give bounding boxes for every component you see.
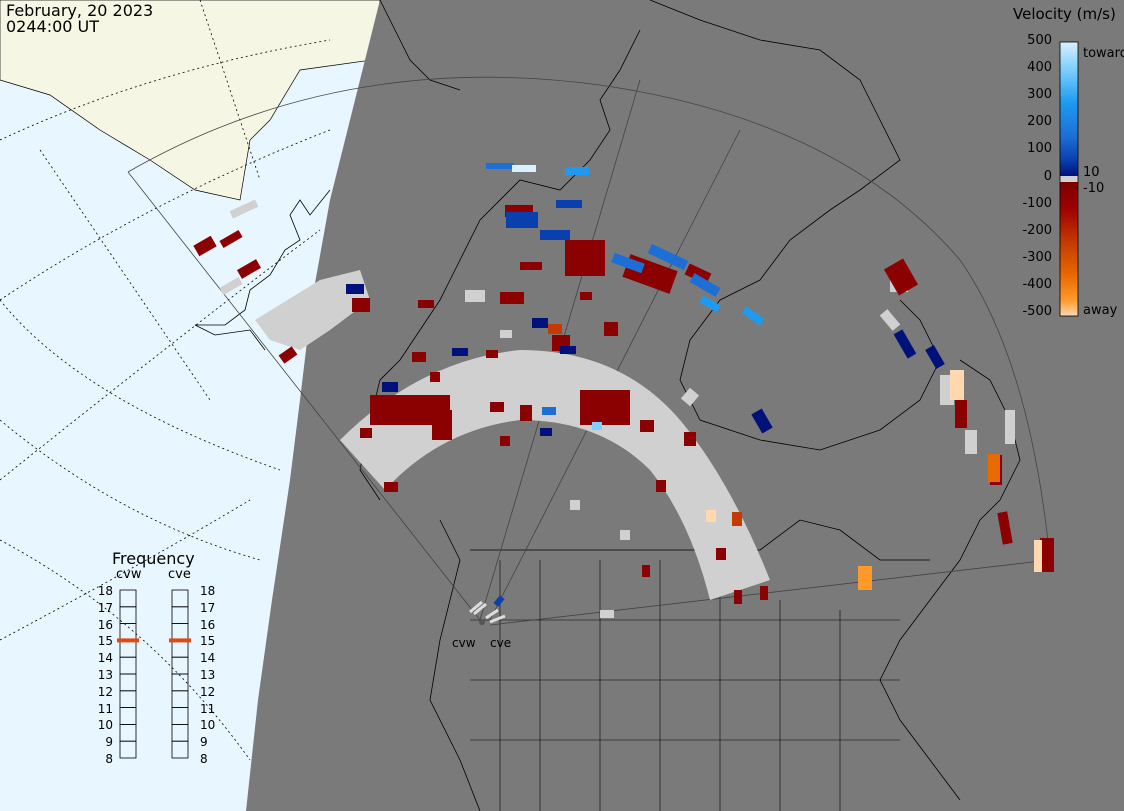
freq-tick-label: 13	[200, 668, 216, 682]
freq-cell	[119, 690, 137, 709]
geographic-grid	[0, 0, 331, 761]
freq-cell	[171, 740, 189, 759]
freq-radar-cvw: cvw	[116, 567, 142, 582]
plus10-label: 10	[1083, 165, 1100, 180]
freq-cell	[119, 723, 137, 742]
freq-tick-label: 17	[97, 600, 113, 615]
toward-label: toward	[1083, 46, 1124, 61]
freq-tick-label: 8	[200, 752, 208, 766]
freq-cell	[119, 589, 137, 608]
freq-cell	[119, 673, 137, 692]
velocity-tick-label: 300	[1027, 87, 1052, 103]
date-label: February, 20 2023	[6, 1, 154, 20]
freq-tick-label: 18	[200, 584, 216, 598]
velocity-tick-label: 400	[1027, 60, 1052, 76]
frequency-legend-title: Frequency	[112, 549, 195, 568]
freq-cell	[171, 623, 189, 641]
velocity-tick-label: -200	[1022, 222, 1052, 238]
freq-cell	[171, 656, 189, 675]
freq-cell	[171, 589, 189, 608]
velocity-tick-label: 500	[1027, 33, 1052, 48]
freq-tick-label: 15	[200, 634, 216, 649]
minus10-label: -10	[1083, 181, 1105, 196]
freq-tick-label: 15	[97, 634, 113, 649]
scatter-away-high	[548, 324, 1042, 590]
freq-cell	[119, 640, 137, 658]
freq-tick-label: 10	[200, 718, 216, 733]
freq-tick-label: 16	[97, 617, 113, 632]
freq-tick-label: 9	[200, 735, 208, 750]
freq-marker	[117, 638, 139, 643]
freq-cell	[119, 656, 137, 675]
freq-tick-label: 11	[200, 701, 216, 716]
radar-sites	[469, 600, 506, 625]
time-label: 0244:00 UT	[6, 17, 100, 36]
away-label: away	[1083, 303, 1118, 318]
freq-cell	[119, 606, 137, 624]
freq-cell	[119, 740, 137, 759]
freq-tick-label: 14	[97, 651, 113, 666]
velocity-tick-label: -300	[1022, 249, 1052, 265]
nightside-shading	[246, 0, 1124, 811]
freq-tick-label: 9	[105, 735, 113, 750]
freq-cell	[171, 707, 189, 725]
velocity-legend-title: Velocity (m/s)	[1013, 5, 1116, 23]
freq-marker	[169, 638, 191, 643]
velocity-tick-label: 100	[1027, 141, 1052, 157]
velocity-tick-label: -500	[1022, 304, 1052, 319]
site-label-cvw: cvw	[452, 636, 476, 650]
freq-cell	[119, 623, 137, 641]
freq-tick-label: 8	[105, 752, 113, 766]
scatter-toward	[346, 163, 945, 607]
freq-tick-label: 18	[97, 584, 113, 598]
freq-cell	[171, 640, 189, 658]
velocity-colorbar	[1059, 41, 1079, 317]
freq-tick-label: 13	[97, 668, 113, 682]
freq-cell	[171, 690, 189, 709]
freq-tick-label: 14	[200, 651, 216, 666]
site-label-cve: cve	[490, 636, 511, 650]
freq-cell	[171, 673, 189, 692]
freq-tick-label: 11	[97, 701, 113, 716]
freq-tick-label: 16	[200, 617, 216, 632]
freq-tick-label: 12	[200, 684, 216, 699]
freq-tick-label: 10	[97, 718, 113, 733]
velocity-tick-label: 0	[1043, 168, 1052, 184]
freq-tick-label: 12	[97, 684, 113, 699]
frequency-scales	[117, 589, 191, 759]
velocity-tick-label: 200	[1027, 114, 1052, 130]
freq-cell	[171, 723, 189, 742]
freq-cell	[119, 707, 137, 725]
freq-radar-cve: cve	[168, 567, 191, 582]
freq-tick-label: 17	[200, 600, 216, 615]
velocity-tick-label: -400	[1022, 276, 1052, 292]
velocity-tick-label: -100	[1022, 195, 1052, 211]
freq-cell	[171, 606, 189, 624]
